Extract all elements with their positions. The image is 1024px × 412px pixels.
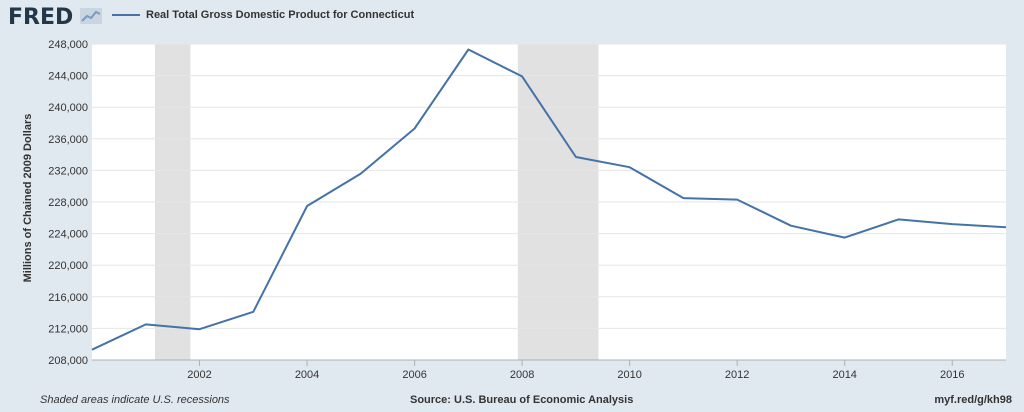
legend-swatch: [112, 14, 140, 17]
y-tick-label: 240,000: [48, 102, 88, 114]
y-tick-label: 244,000: [48, 71, 88, 83]
legend-entry: Real Total Gross Domestic Product for Co…: [112, 9, 414, 21]
x-tick-label: 2010: [617, 369, 641, 381]
source-note: Source: U.S. Bureau of Economic Analysis: [410, 394, 634, 406]
y-tick-label: 228,000: [48, 197, 88, 209]
chart-header: FRED Real Total Gross Domestic Product f…: [0, 0, 1024, 38]
y-tick-label: 224,000: [48, 229, 88, 241]
y-tick-label: 208,000: [48, 355, 88, 367]
y-tick-label: 236,000: [48, 134, 88, 146]
short-link[interactable]: myf.red/g/kh98: [934, 394, 1012, 406]
x-tick-label: 2008: [510, 369, 534, 381]
x-tick-label: 2016: [940, 369, 964, 381]
x-tick-label: 2014: [832, 369, 856, 381]
fred-logo[interactable]: FRED: [8, 5, 74, 30]
legend-label: Real Total Gross Domestic Product for Co…: [146, 9, 415, 21]
x-tick-label: 2002: [187, 369, 211, 381]
x-tick-label: 2012: [725, 369, 749, 381]
chart-line-icon: [80, 8, 102, 24]
y-tick-label: 216,000: [48, 292, 88, 304]
x-tick-label: 2006: [402, 369, 426, 381]
recession-note: Shaded areas indicate U.S. recessions: [40, 394, 230, 406]
y-tick-label: 232,000: [48, 165, 88, 177]
y-tick-label: 248,000: [48, 39, 88, 51]
y-tick-label: 220,000: [48, 260, 88, 272]
x-tick-label: 2004: [295, 369, 319, 381]
series-line: [91, 48, 1007, 351]
y-tick-label: 212,000: [48, 323, 88, 335]
